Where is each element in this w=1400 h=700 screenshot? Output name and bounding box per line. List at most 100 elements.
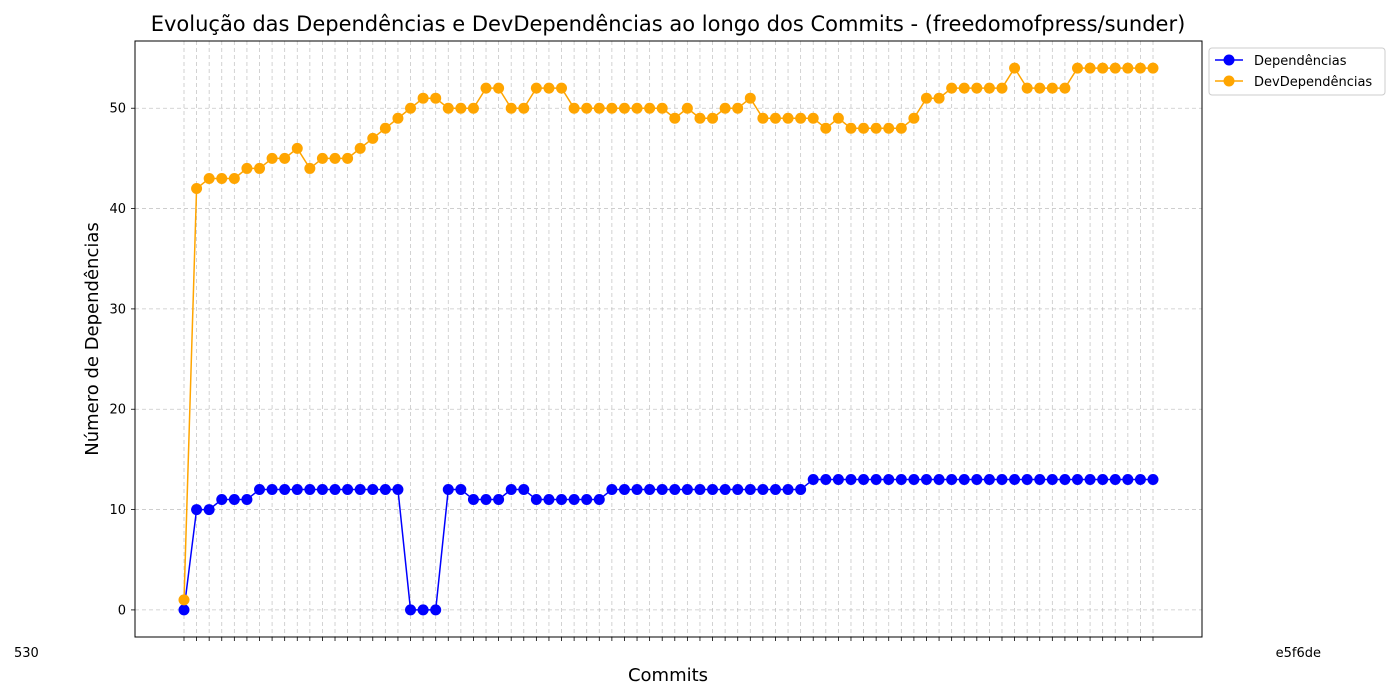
series-1-point — [530, 82, 542, 94]
series-0-point — [707, 484, 719, 496]
series-1-point — [442, 102, 454, 114]
series-1-point — [216, 172, 228, 184]
legend: Dependências DevDependências — [1208, 47, 1386, 96]
series-0-point — [644, 484, 656, 496]
series-0-point — [392, 484, 404, 496]
y-tick-label: 0 — [118, 603, 126, 618]
series-0-point — [480, 494, 492, 506]
series-0-point — [1034, 473, 1046, 485]
series-group — [178, 62, 1159, 616]
series-0-point — [1122, 473, 1134, 485]
series-0-point — [883, 473, 895, 485]
series-1-point — [1021, 82, 1033, 94]
y-tick-label: 50 — [109, 102, 126, 117]
series-1-point — [1084, 62, 1096, 74]
series-1-point — [744, 92, 756, 104]
series-0-point — [782, 484, 794, 496]
series-0-point — [845, 473, 857, 485]
series-0-point — [744, 484, 756, 496]
series-0-point — [530, 494, 542, 506]
series-0-point — [543, 494, 555, 506]
series-0-point — [807, 473, 819, 485]
series-1-point — [820, 122, 832, 134]
series-1-point — [606, 102, 618, 114]
y-tick-label: 30 — [109, 302, 126, 317]
series-0-point — [568, 494, 580, 506]
series-0-point — [858, 473, 870, 485]
series-1-point — [304, 162, 316, 174]
series-1-point — [1046, 82, 1058, 94]
series-0-point — [430, 604, 442, 616]
series-1-point — [845, 122, 857, 134]
series-0-point — [316, 484, 328, 496]
series-1-point — [593, 102, 605, 114]
series-1-point — [178, 594, 190, 606]
series-line-0 — [183, 478, 1153, 611]
series-0-point — [870, 473, 882, 485]
series-1-point — [1109, 62, 1121, 74]
x-axis: 530 e5f6de — [14, 637, 1321, 661]
series-1-point — [858, 122, 870, 134]
series-1-point — [266, 152, 278, 164]
plot-frame — [134, 40, 1203, 638]
series-1-point — [769, 112, 781, 124]
x-tick-label: 530 — [14, 646, 39, 661]
series-1-point — [694, 112, 706, 124]
series-0-point — [216, 494, 228, 506]
series-1-point — [581, 102, 593, 114]
series-0-point — [832, 473, 844, 485]
series-1-point — [669, 112, 681, 124]
series-1-point — [254, 162, 266, 174]
series-0-point — [1084, 473, 1096, 485]
series-0-point — [958, 473, 970, 485]
series-1-point — [883, 122, 895, 134]
series-1-point — [228, 172, 240, 184]
series-1-point — [946, 82, 958, 94]
series-1-point — [392, 112, 404, 124]
series-0-point — [908, 473, 920, 485]
series-1-point — [895, 122, 907, 134]
series-0-point — [556, 494, 568, 506]
series-0-point — [1059, 473, 1071, 485]
series-0-point — [467, 494, 479, 506]
series-0-point — [1009, 473, 1021, 485]
series-0-point — [795, 484, 807, 496]
series-1-point — [316, 152, 328, 164]
legend-label-devdependencias: DevDependências — [1254, 75, 1372, 90]
series-1-point — [795, 112, 807, 124]
series-1-point — [1097, 62, 1109, 74]
series-1-point — [291, 142, 303, 154]
series-0-point — [1109, 473, 1121, 485]
series-0-point — [1147, 473, 1159, 485]
y-tick-label: 10 — [109, 503, 126, 518]
series-1-point — [870, 122, 882, 134]
series-1-point — [983, 82, 995, 94]
series-1-point — [556, 82, 568, 94]
series-0-point — [656, 484, 668, 496]
legend-label-dependencias: Dependências — [1254, 54, 1347, 69]
series-0-point — [379, 484, 391, 496]
series-1-point — [618, 102, 630, 114]
series-1-point — [430, 92, 442, 104]
series-1-point — [719, 102, 731, 114]
series-1-point — [480, 82, 492, 94]
series-0-point — [228, 494, 240, 506]
legend-marker-dependencias — [1223, 54, 1235, 66]
legend-box — [1208, 47, 1386, 96]
series-0-point — [933, 473, 945, 485]
series-1-point — [1034, 82, 1046, 94]
series-line-1 — [183, 66, 1153, 600]
series-1-point — [191, 182, 203, 194]
series-0-point — [618, 484, 630, 496]
series-1-point — [543, 82, 555, 94]
series-1-point — [342, 152, 354, 164]
series-0-point — [1134, 473, 1146, 485]
series-0-point — [354, 484, 366, 496]
series-0-point — [191, 504, 203, 516]
series-0-point — [895, 473, 907, 485]
series-0-point — [1021, 473, 1033, 485]
y-tick-label: 20 — [109, 403, 126, 418]
series-1-point — [732, 102, 744, 114]
series-0-point — [254, 484, 266, 496]
